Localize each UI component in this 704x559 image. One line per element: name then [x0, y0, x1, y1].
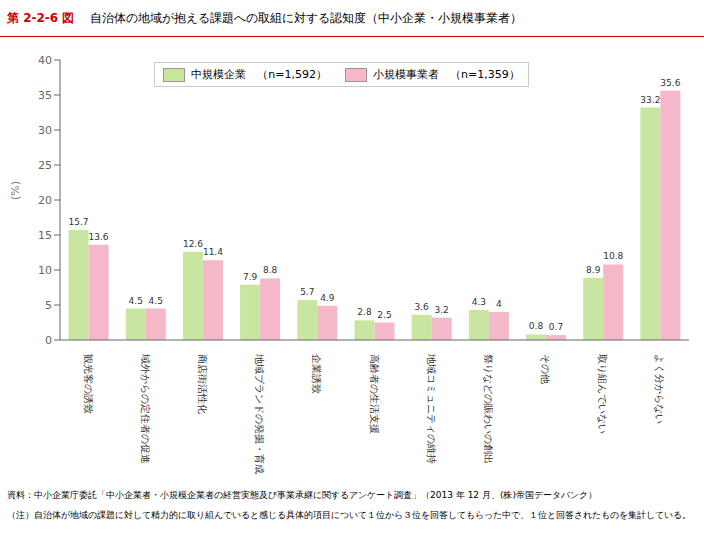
svg-text:35.6: 35.6 — [660, 78, 680, 88]
svg-text:3.2: 3.2 — [435, 305, 449, 315]
svg-text:高齢者の生活支援: 高齢者の生活支援 — [369, 354, 380, 434]
svg-text:13.6: 13.6 — [89, 232, 109, 242]
svg-text:10: 10 — [38, 264, 52, 277]
svg-text:15: 15 — [38, 229, 52, 242]
svg-text:祭りなどの賑わいの創出: 祭りなどの賑わいの創出 — [483, 354, 494, 464]
html-text:中規模企業 （n=1,592）: 中規模企業 （n=1,592） — [191, 68, 327, 81]
html-text:（注）自治体が地域の課題に対して精力的に取り組んでいると感じ: （注）自治体が地域の課題に対して精力的に取り組んでいると感じる具体的項目について… — [7, 510, 691, 521]
svg-text:企業誘致: 企業誘致 — [311, 354, 322, 394]
svg-text:商店街活性化: 商店街活性化 — [197, 354, 208, 414]
svg-text:0: 0 — [45, 334, 52, 347]
svg-text:その他: その他 — [540, 354, 551, 384]
svg-text:2.5: 2.5 — [377, 310, 391, 320]
svg-text:取り組んでいない: 取り組んでいない — [597, 354, 608, 434]
svg-text:観光客の誘致: 観光客の誘致 — [83, 354, 94, 414]
svg-text:5: 5 — [45, 299, 52, 312]
svg-text:12.6: 12.6 — [183, 239, 203, 249]
svg-text:(%): (%) — [9, 181, 22, 200]
svg-text:4.5: 4.5 — [149, 296, 163, 306]
svg-text:4.3: 4.3 — [472, 297, 486, 307]
html-text:第 2-2-6 図: 第 2-2-6 図 — [7, 10, 75, 25]
svg-text:40: 40 — [38, 54, 52, 67]
svg-text:地域コミュニティの維持: 地域コミュニティの維持 — [426, 353, 437, 464]
svg-text:11.4: 11.4 — [203, 247, 223, 257]
svg-text:20: 20 — [38, 194, 52, 207]
html-text:自治体の地域が抱える課題への取組に対する認知度（中小企業・小: 自治体の地域が抱える課題への取組に対する認知度（中小企業・小規模事業者） — [90, 10, 523, 25]
svg-text:4.5: 4.5 — [129, 296, 143, 306]
svg-text:7.9: 7.9 — [243, 272, 258, 282]
svg-text:3.6: 3.6 — [415, 302, 430, 312]
svg-text:33.2: 33.2 — [640, 95, 660, 105]
svg-text:4.9: 4.9 — [320, 293, 335, 303]
svg-text:0.8: 0.8 — [529, 321, 544, 331]
svg-text:25: 25 — [38, 159, 52, 172]
svg-text:8.8: 8.8 — [263, 265, 278, 275]
svg-text:8.9: 8.9 — [586, 265, 601, 275]
svg-text:0.7: 0.7 — [549, 322, 563, 332]
svg-text:30: 30 — [38, 124, 52, 137]
svg-text:15.7: 15.7 — [69, 217, 89, 227]
svg-text:地域ブランドの発掘・育成: 地域ブランドの発掘・育成 — [254, 353, 265, 474]
html-text:資料：中小企業庁委託「中小企業者・小規模企業者の経営実態及び: 資料：中小企業庁委託「中小企業者・小規模企業者の経営実態及び事業承継に関するアン… — [7, 490, 597, 500]
svg-text:10.8: 10.8 — [603, 251, 623, 261]
html-text:小規模事業者 （n=1,359）: 小規模事業者 （n=1,359） — [373, 68, 520, 81]
svg-text:2.8: 2.8 — [357, 307, 372, 317]
svg-text:5.7: 5.7 — [300, 287, 314, 297]
svg-text:域外からの定住者の促進: 域外からの定住者の促進 — [140, 353, 151, 464]
svg-text:よく分からない: よく分からない — [654, 354, 665, 424]
svg-text:4: 4 — [496, 299, 502, 309]
svg-text:35: 35 — [38, 89, 52, 102]
